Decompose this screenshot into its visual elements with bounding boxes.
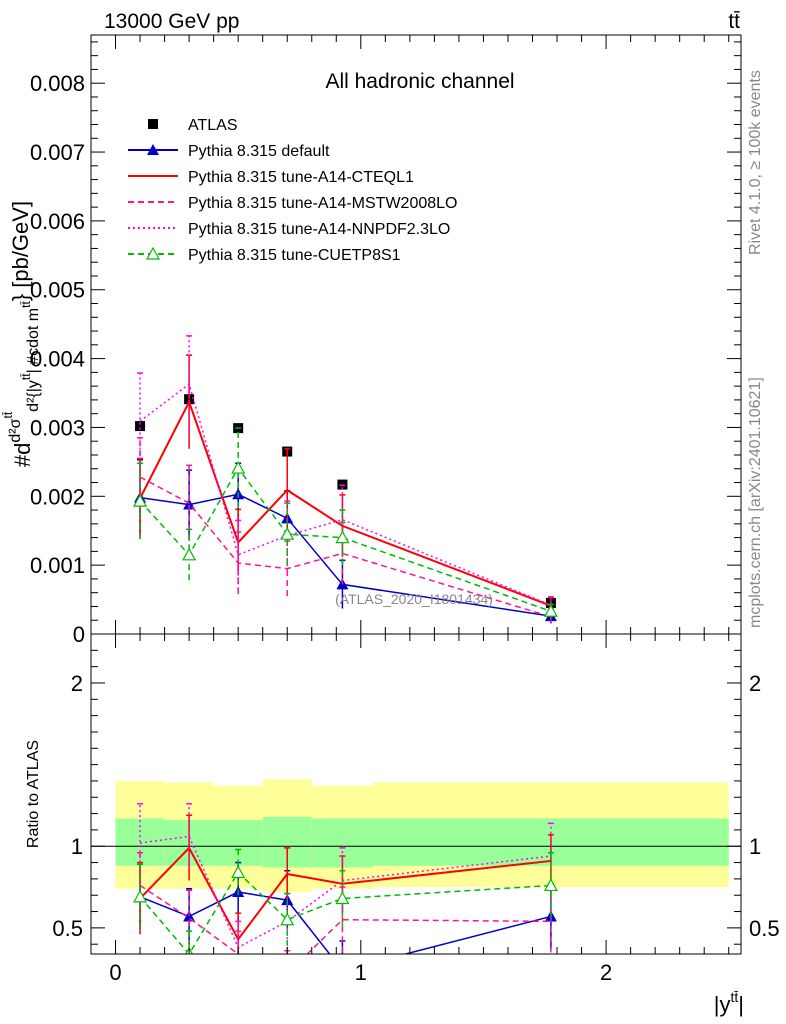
main-series-1-line [139,493,552,617]
main-series-5-point-1 [182,547,197,561]
analysis-watermark: (ATLAS_2020_I1801434) [335,591,493,607]
energy-label: 13000 GeV pp [104,10,239,33]
ratio-series-0-point-4 [336,964,348,975]
legend-label-1: Pythia 8.315 default [188,143,330,160]
legend-swatch-marker-5 [145,246,161,260]
main-series-5-line [139,466,552,612]
main-ytick-label-2: 0.002 [30,484,85,509]
legend-swatch-marker-1 [147,144,159,155]
main-series-5-point-4 [335,530,350,544]
legend-label-0: ATLAS [188,117,238,134]
ratio-series-4-point-2 [231,865,246,878]
main-ytick-label-3: 0.003 [30,415,85,440]
main-series-0-point-0 [135,421,146,432]
mcplots-label: mcplots.cern.ch [arXiv:2401.10621] [747,377,764,628]
ratio-series-0-point-1 [183,910,196,922]
ylabel-part-4: tt̄ [19,373,33,380]
legend-swatch-marker-0 [148,119,158,129]
ratio-xtick-label-2: 2 [600,960,612,985]
legend-entry-2: Pythia 8.315 tune-A14-CTEQL1 [128,169,414,186]
main-series-5-point-5 [543,604,558,617]
legend-entry-4: Pythia 8.315 tune-A14-NNPDF2.3LO [128,221,450,238]
ratio-xtick-label-1: 1 [355,960,367,985]
ratio-series-4-point-5 [543,878,558,892]
ratio-series-1-line [139,846,552,942]
ratio-band-inner-2 [213,820,263,866]
rivet-label: Rivet 4.1.0, ≥ 100k events [747,70,764,255]
ratio-ytick-label-left-1: 1 [71,834,83,859]
ylabel-part-3: d²{|y [25,380,42,412]
ratio-series-4-point-3 [280,912,295,926]
ratio-ytick-label-right-2: 2 [749,671,761,696]
ylabel-part-0: #d [10,443,35,467]
main-series-5 [133,427,558,619]
ratio-ytick-label-right-0: 0.5 [749,916,780,941]
chart-title: All hadronic channel [325,70,514,93]
ratio-series-4-point-0 [133,889,148,903]
main-ytick-label-1: 0.001 [30,553,85,578]
ylabel-part-6: tt̄ [19,301,33,308]
ylabel-part-1: d²σ [7,418,24,442]
legend-entry-0: ATLAS [148,117,238,134]
xlabel-part-1: tt̄ [731,989,739,1005]
ratio-frame [90,633,742,955]
legend-label-4: Pythia 8.315 tune-A14-NNPDF2.3LO [188,221,450,238]
legend-entry-1: Pythia 8.315 default [128,143,330,160]
main-ytick-label-6: 0.006 [30,209,85,234]
ratio-panel: 0.5 0.5 1 1 2 2 0 1 2 Ratio to ATLAS |ytt̄| [25,633,780,1017]
ratio-xtick-label-0: 0 [109,960,121,985]
legend: ATLAS Pythia 8.315 default Pythia 8.315 tu… [128,117,457,264]
main-series-5-point-3 [280,526,295,540]
main-series-2-line [139,399,552,607]
ratio-ytick-label-right-1: 1 [749,834,761,859]
main-ytick-label-0: 0 [73,622,85,647]
main-series-5-point-2 [231,460,246,474]
main-series-5-point-0 [133,493,148,507]
ratio-y-axis-label: Ratio to ATLAS [25,740,42,848]
legend-label-5: Pythia 8.315 tune-CUETP8S1 [188,247,401,264]
main-series-4-line [139,382,552,606]
main-series-4 [137,335,554,614]
ratio-ytick-label-left-0: 0.5 [52,916,83,941]
process-label: tt̄ [728,10,740,33]
legend-label-3: Pythia 8.315 tune-A14-MSTW2008LO [188,195,457,212]
x-axis-label: |ytt̄| [714,989,744,1017]
xlabel-part-0: |y [714,992,731,1017]
ylabel-part-7: } [pb/GeV] [8,201,33,301]
ratio-ytick-label-left-2: 2 [71,671,83,696]
main-ytick-label-4: 0.004 [30,347,85,372]
main-ytick-label-7: 0.007 [30,140,85,165]
legend-entry-3: Pythia 8.315 tune-A14-MSTW2008LO [128,195,457,212]
legend-entry-5: Pythia 8.315 tune-CUETP8S1 [128,246,401,264]
ratio-series-4-point-4 [335,891,350,905]
main-ytick-label-5: 0.005 [30,278,85,303]
ratio-series-3-line [139,835,551,949]
main-series-3-line [139,476,552,618]
main-y-axis-label: #dd²σtt̄d²{|ytt̄| #cdot mtt̄} [pb/GeV] [1,201,42,467]
svg-text:#dd²σtt̄d²{|ytt̄| #cdot mtt̄}: #dd²σtt̄d²{|ytt̄| #cdot mtt̄} [pb/GeV] [1,201,42,467]
xlabel-part-2: | [738,992,744,1017]
main-ytick-label-8: 0.008 [30,71,85,96]
legend-label-2: Pythia 8.315 tune-A14-CTEQL1 [188,169,414,186]
main-panel: 0 0.001 0.002 0.003 0.004 0.005 0.006 0.007 0.00… [1,34,742,647]
ratio-series-4 [133,848,558,954]
ylabel-part-5: | #cdot m [25,308,42,374]
ylabel-part-2: tt̄ [1,411,15,418]
ratio-series-2-line [139,884,551,954]
ratio-series-4-line [139,871,551,954]
